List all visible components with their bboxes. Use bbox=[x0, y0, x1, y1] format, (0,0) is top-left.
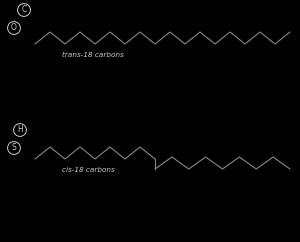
Text: O: O bbox=[11, 23, 17, 32]
Text: S: S bbox=[12, 144, 16, 152]
Text: trans-18 carbons: trans-18 carbons bbox=[62, 52, 124, 58]
Text: cis-18 carbons: cis-18 carbons bbox=[62, 167, 115, 173]
Text: H: H bbox=[17, 126, 23, 135]
Text: C: C bbox=[21, 6, 27, 15]
